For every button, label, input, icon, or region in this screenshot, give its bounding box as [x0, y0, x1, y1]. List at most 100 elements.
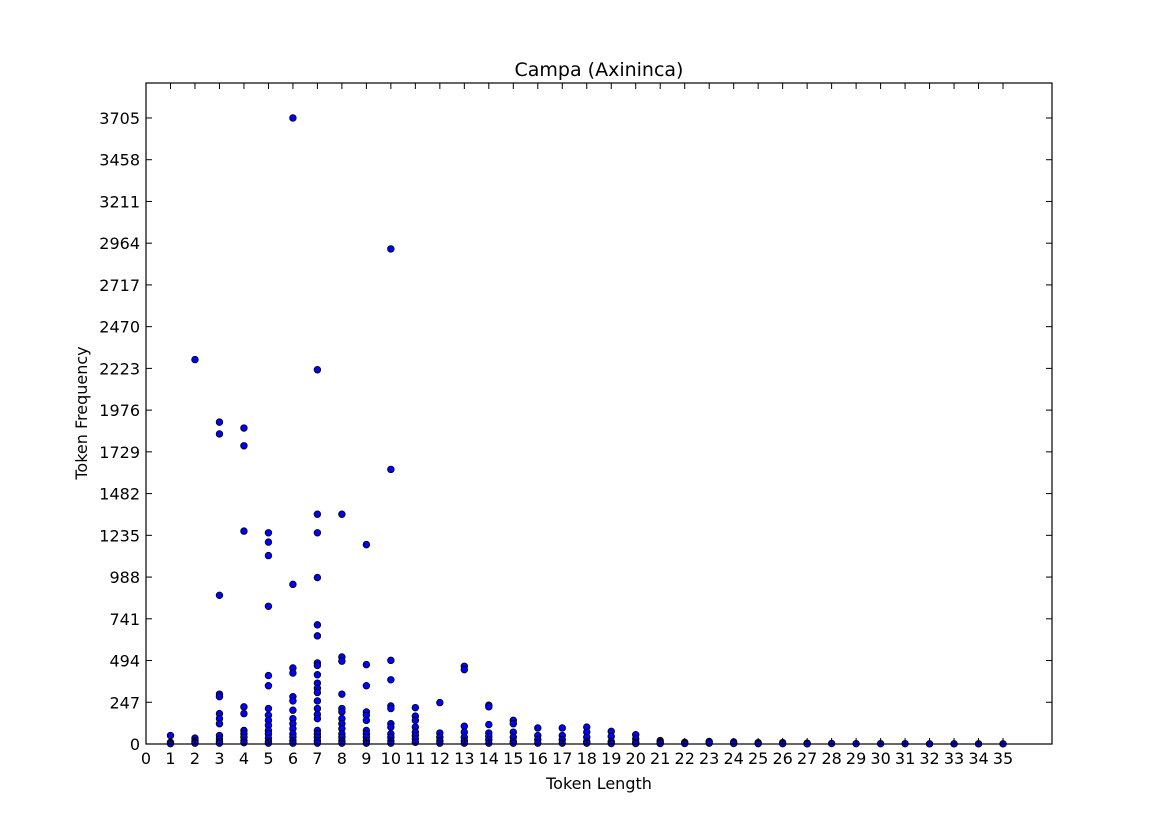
data-point	[166, 731, 175, 740]
y-tick-label: 1729	[99, 443, 140, 462]
x-tick-label: 28	[821, 749, 841, 768]
y-tick-label: 2717	[99, 276, 140, 295]
x-tick-label: 29	[846, 749, 866, 768]
chart-title: Campa (Axininca)	[515, 59, 684, 81]
x-tick-label: 2	[190, 749, 200, 768]
y-tick-label: 1482	[99, 485, 140, 504]
data-point	[264, 682, 273, 690]
data-point	[215, 720, 224, 728]
y-tick-label: 988	[109, 568, 140, 587]
data-point	[215, 418, 224, 426]
data-point	[313, 621, 322, 629]
x-tick-label: 13	[454, 749, 474, 768]
data-point	[289, 706, 297, 714]
y-tick-label: 741	[109, 610, 140, 629]
x-tick-label: 26	[772, 749, 792, 768]
data-point	[362, 540, 371, 549]
x-tick-label: 27	[797, 749, 817, 768]
x-tick-label: 3	[214, 749, 224, 768]
data-point	[338, 510, 346, 518]
data-point	[387, 465, 395, 474]
x-tick-label: 15	[503, 749, 523, 768]
data-point	[313, 366, 322, 374]
data-point	[387, 676, 395, 684]
data-point	[215, 692, 224, 701]
data-point	[313, 529, 322, 537]
y-tick-label: 247	[109, 693, 140, 712]
data-point	[289, 580, 297, 589]
data-point	[240, 442, 248, 450]
x-tick-label: 8	[337, 749, 347, 768]
y-tick-label: 3458	[99, 151, 140, 170]
data-point	[264, 671, 273, 680]
data-point	[387, 245, 395, 253]
x-tick-label: 24	[723, 749, 743, 768]
x-tick-label: 7	[312, 749, 322, 768]
data-point	[264, 551, 273, 560]
x-tick-label: 33	[944, 749, 964, 768]
y-tick-label: 2470	[99, 318, 140, 337]
x-tick-label: 23	[699, 749, 719, 768]
y-tick-label: 2964	[99, 234, 140, 253]
data-point	[240, 424, 248, 432]
data-point	[534, 724, 542, 732]
x-tick-label: 10	[381, 749, 401, 768]
x-tick-label: 20	[626, 749, 646, 768]
data-point	[338, 708, 346, 716]
data-point	[240, 527, 248, 535]
data-point	[460, 665, 469, 674]
data-point	[313, 688, 322, 697]
x-tick-label: 9	[361, 749, 371, 768]
x-tick-label: 34	[968, 749, 988, 768]
x-tick-label: 18	[577, 749, 597, 768]
axis-ticks: 0 1 2 3 4 5 6 7 8 9 10 11 12 13 14 15 16 17 18 19 20 21 22 23 24…	[99, 83, 1052, 768]
x-tick-label: 21	[650, 749, 670, 768]
data-point	[264, 602, 273, 610]
y-tick-label: 494	[109, 652, 140, 671]
data-point	[240, 703, 248, 711]
x-tick-label: 22	[675, 749, 695, 768]
x-tick-label: 32	[919, 749, 939, 768]
data-point	[191, 355, 199, 364]
x-tick-label: 35	[993, 749, 1013, 768]
x-tick-label: 12	[430, 749, 450, 768]
data-point	[289, 697, 297, 705]
data-point	[289, 669, 297, 677]
data-point	[362, 660, 371, 669]
x-tick-label: 5	[263, 749, 273, 768]
data-point	[313, 671, 322, 679]
data-point	[264, 529, 273, 537]
x-tick-label: 0	[141, 749, 151, 768]
data-point	[313, 714, 322, 723]
data-points	[166, 114, 1007, 748]
data-point	[558, 724, 566, 732]
data-point	[240, 709, 248, 718]
data-point	[338, 657, 346, 665]
data-point	[313, 573, 322, 582]
data-point	[264, 538, 273, 546]
x-tick-label: 16	[528, 749, 548, 768]
data-point	[411, 703, 420, 712]
x-tick-label: 25	[748, 749, 768, 768]
data-point	[387, 704, 395, 713]
x-tick-label: 14	[479, 749, 499, 768]
data-point	[411, 716, 420, 725]
plot-frame	[145, 82, 1053, 745]
x-tick-label: 6	[288, 749, 298, 768]
x-tick-label: 1	[165, 749, 175, 768]
data-point	[362, 682, 371, 690]
data-point	[215, 591, 224, 600]
data-point	[313, 632, 322, 640]
data-point	[289, 114, 297, 122]
data-point	[436, 698, 444, 707]
data-point	[485, 703, 493, 711]
x-tick-label: 17	[552, 749, 572, 768]
data-point	[264, 704, 273, 713]
y-axis-label: Token Frequency	[72, 346, 91, 480]
y-tick-label: 3211	[99, 192, 140, 211]
y-tick-label: 3705	[99, 109, 140, 128]
data-point	[387, 723, 395, 731]
x-tick-label: 4	[239, 749, 249, 768]
data-point	[313, 661, 322, 670]
y-tick-label: 1235	[99, 526, 140, 545]
